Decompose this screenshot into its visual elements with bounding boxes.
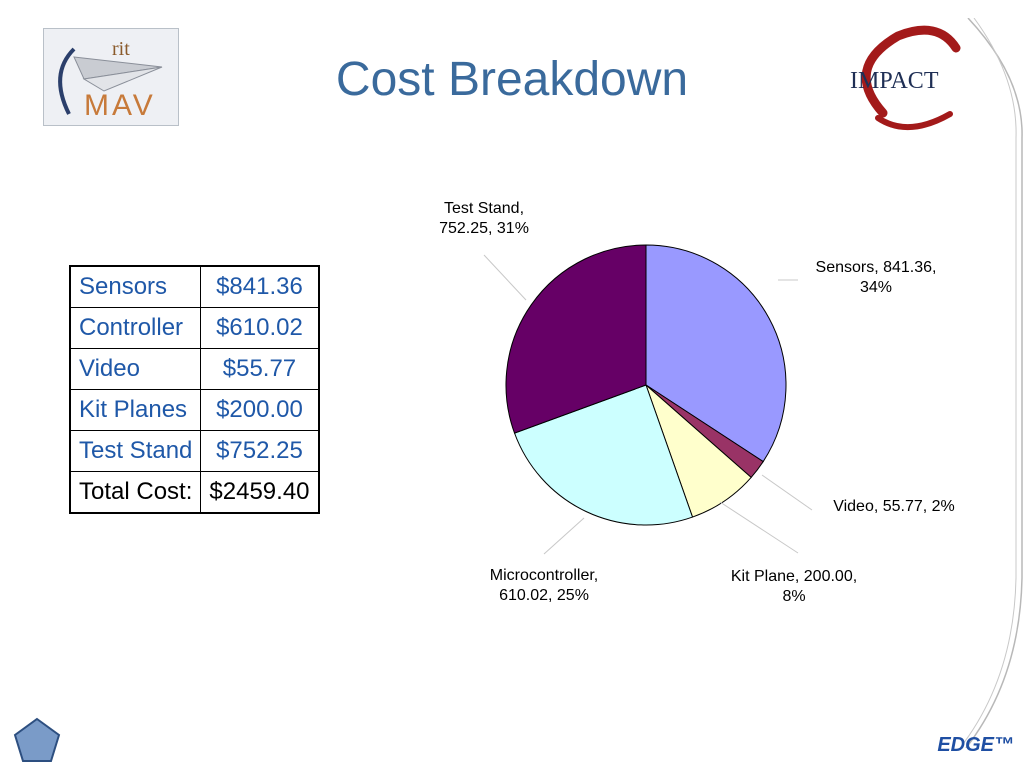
leader-line xyxy=(719,501,799,554)
amount-cell: $610.02 xyxy=(200,307,320,349)
table-row: Test Stand $752.25 xyxy=(69,430,320,472)
table-row: Controller $610.02 xyxy=(69,307,320,349)
amount-cell: $841.36 xyxy=(200,265,320,308)
total-amount: $2459.40 xyxy=(200,471,320,514)
item-cell: Controller xyxy=(69,307,202,349)
data-label: Sensors, 841.36, 34% xyxy=(816,259,937,296)
pentagon-nav-button[interactable] xyxy=(12,716,62,764)
table-row: Sensors $841.36 xyxy=(69,265,320,308)
data-label: Microcontroller, 610.02, 25% xyxy=(490,567,598,604)
logo-impact-text: IMPACT xyxy=(850,68,939,94)
data-label: Video, 55.77, 2% xyxy=(833,498,955,515)
edge-footer-label: EDGE™ xyxy=(937,734,1014,756)
data-label: Test Stand, 752.25, 31% xyxy=(439,200,529,237)
rit-mav-logo-graphic: rit MAV xyxy=(58,38,163,122)
pie-slice-test-stand xyxy=(505,244,647,434)
pie-slice-microcontroller xyxy=(513,384,694,526)
impact-logo-graphic: IMPACT xyxy=(850,25,961,131)
total-label: Total Cost: xyxy=(69,471,202,514)
slide-title: Cost Breakdown xyxy=(335,53,689,106)
amount-cell: $55.77 xyxy=(200,348,320,390)
amount-cell: $752.25 xyxy=(200,430,320,472)
pentagon-icon xyxy=(13,717,61,762)
logo-mav-text: MAV xyxy=(84,89,156,122)
item-cell: Test Stand xyxy=(69,430,202,472)
data-label: Kit Plane, 200.00, 8% xyxy=(731,568,857,605)
amount-cell: $200.00 xyxy=(200,389,320,431)
cost-pie-chart: Sensors, 841.36, 34% Video, 55.77, 2% Kit P… xyxy=(439,200,955,605)
logo-rit-text: rit xyxy=(112,38,130,60)
leader-line xyxy=(543,517,585,555)
rit-mav-logo: rit MAV xyxy=(43,28,179,126)
table-row: Video $55.77 xyxy=(69,348,320,390)
leader-line xyxy=(761,474,813,511)
item-cell: Kit Planes xyxy=(69,389,202,431)
item-cell: Video xyxy=(69,348,202,390)
total-row: Total Cost: $2459.40 xyxy=(69,471,320,514)
cost-table: Sensors $841.36 Controller $610.02 Video… xyxy=(69,265,320,514)
impact-logo: IMPACT xyxy=(838,18,968,138)
decorative-border-curve xyxy=(959,18,1023,748)
table-row: Kit Planes $200.00 xyxy=(69,389,320,431)
leader-line xyxy=(483,254,527,301)
item-cell: Sensors xyxy=(69,265,202,308)
